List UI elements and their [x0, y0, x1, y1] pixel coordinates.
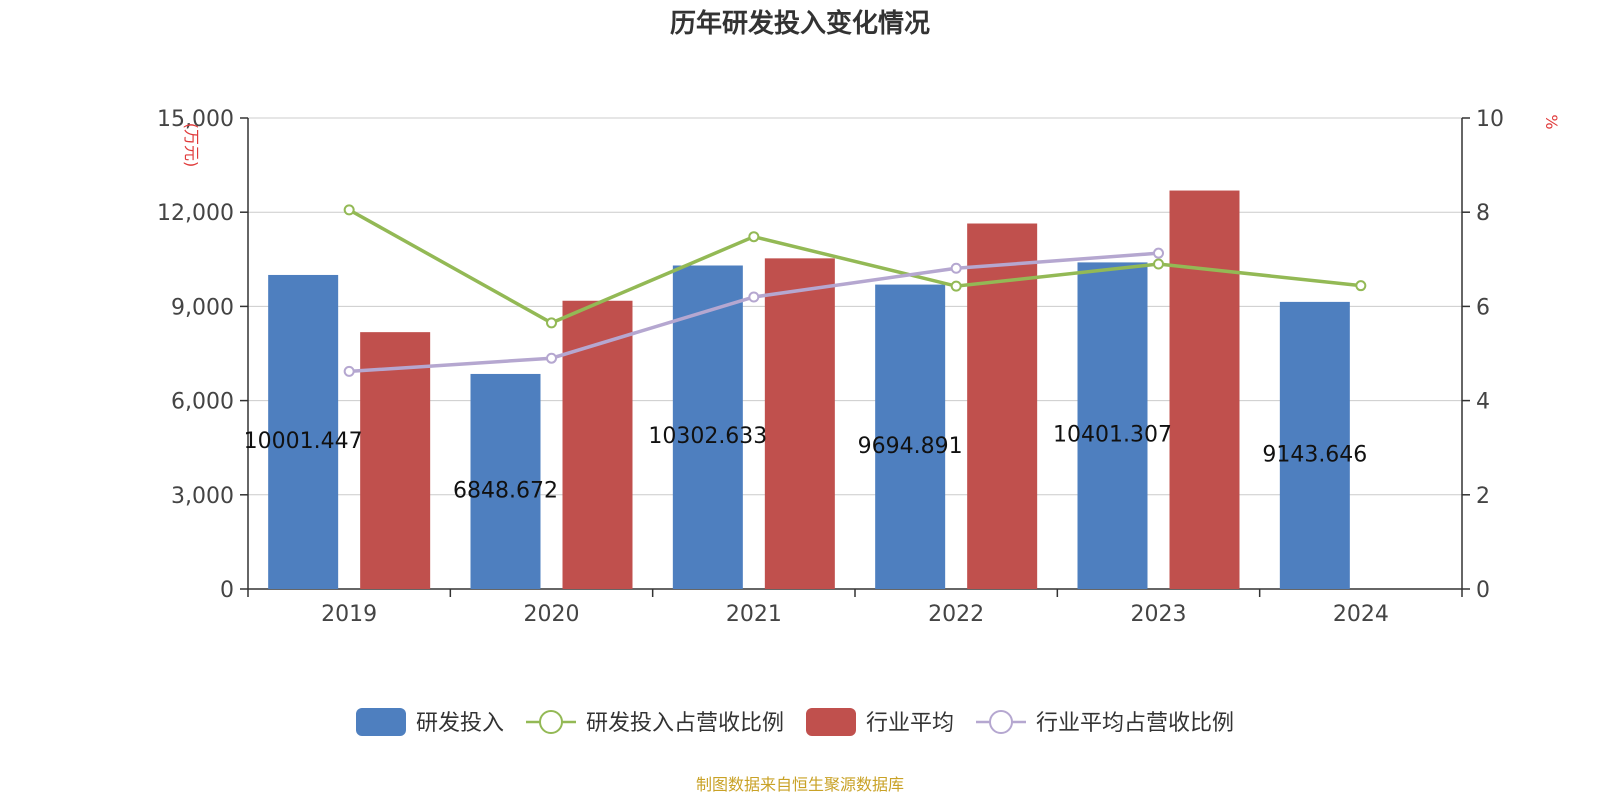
right-axis-tick-label: 0 [1476, 578, 1490, 603]
bar [1279, 301, 1350, 589]
bar [875, 284, 946, 589]
left-axis-tick-label: 9,000 [171, 295, 234, 320]
legend-swatch-marker [989, 710, 1013, 734]
left-axis-tick-label: 0 [220, 578, 234, 603]
left-axis-tick-label: 6,000 [171, 390, 234, 415]
legend-label: 研发投入 [416, 711, 504, 736]
line-point [343, 204, 355, 216]
line-point [748, 231, 760, 243]
bar [764, 258, 835, 589]
legend-swatch-bar [806, 708, 856, 736]
legend: 研发投入 研发投入占营收比例 行业平均 行业平均占营收比例 [356, 708, 1234, 736]
legend-swatch-marker [539, 710, 563, 734]
x-axis-tick-label: 2019 [321, 602, 377, 627]
right-axis-tick-label: 4 [1476, 390, 1490, 415]
bar-data-label: 9143.646 [1262, 442, 1367, 467]
line-point [546, 317, 557, 329]
x-axis-tick-label: 2021 [726, 602, 782, 627]
bar [360, 332, 431, 589]
right-axis-tick-label: 8 [1476, 201, 1490, 226]
line-point [546, 352, 557, 364]
line-point [950, 262, 962, 274]
data-labels: 10001.447 6848.672 10302.633 9694.891 10401.… [244, 423, 1368, 504]
bar [470, 373, 541, 589]
bar [1077, 262, 1148, 589]
left-axis-tick-label: 15,000 [157, 107, 234, 132]
right-axis-name: % [1542, 114, 1561, 129]
right-axis-tick-label: 2 [1476, 484, 1490, 509]
line-point [1153, 258, 1164, 270]
bar-data-label: 9694.891 [858, 434, 963, 459]
line-point [748, 291, 760, 303]
legend-label: 研发投入占营收比例 [586, 711, 784, 736]
right-axis-tick-label: 10 [1476, 107, 1504, 132]
legend-label: 行业平均 [866, 711, 954, 736]
bar-data-label: 10401.307 [1053, 423, 1172, 448]
line-point [1355, 280, 1367, 292]
left-axis-name: (万元) [182, 123, 201, 168]
bar-data-label: 10302.633 [648, 424, 767, 449]
grid-lines [248, 117, 1462, 496]
line-point [1153, 247, 1164, 259]
source-note: 制图数据来自恒生聚源数据库 [696, 775, 904, 794]
x-axis-tick-label: 2020 [524, 602, 580, 627]
line-point [343, 365, 355, 377]
bar [562, 300, 633, 589]
bar-data-label: 6848.672 [453, 478, 558, 503]
legend-swatch-bar [356, 708, 406, 736]
series-lines [343, 204, 1367, 377]
left-axis-tick-label: 3,000 [171, 484, 234, 509]
bar [268, 274, 339, 589]
series-line [348, 208, 1362, 325]
x-axis-tick-label: 2023 [1131, 602, 1187, 627]
left-axis-tick-label: 12,000 [157, 201, 234, 226]
right-axis-tick-label: 6 [1476, 295, 1490, 320]
legend-label: 行业平均占营收比例 [1036, 711, 1234, 736]
x-axis-tick-label: 2022 [928, 602, 984, 627]
line-point [950, 280, 962, 292]
axes: 0 3,000 6,000 9,000 12,000 15,000(万元) 0 2 4 6 8 10%… [157, 107, 1561, 627]
bars [268, 190, 1350, 589]
chart-title: 历年研发投入变化情况 [670, 8, 930, 39]
bar [1169, 190, 1240, 589]
x-axis-tick-label: 2024 [1333, 602, 1389, 627]
bar-data-label: 10001.447 [244, 429, 363, 454]
